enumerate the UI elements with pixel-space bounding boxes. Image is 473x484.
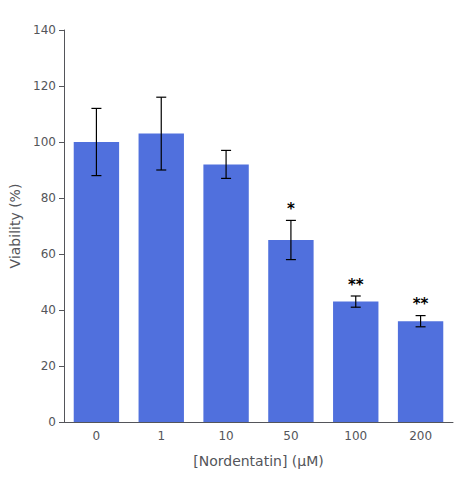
svg-text:20: 20 (41, 359, 56, 373)
svg-text:10: 10 (218, 429, 233, 443)
svg-text:120: 120 (33, 79, 56, 93)
svg-text:40: 40 (41, 303, 56, 317)
svg-text:140: 140 (33, 23, 56, 37)
svg-text:1: 1 (157, 429, 165, 443)
svg-text:Viability (%): Viability (%) (7, 184, 23, 269)
svg-text:60: 60 (41, 247, 56, 261)
svg-text:0: 0 (93, 429, 101, 443)
svg-text:100: 100 (344, 429, 367, 443)
svg-text:200: 200 (409, 429, 432, 443)
svg-text:80: 80 (41, 191, 56, 205)
svg-text:**: ** (413, 295, 429, 313)
svg-text:50: 50 (283, 429, 298, 443)
svg-text:100: 100 (33, 135, 56, 149)
svg-text:0: 0 (48, 415, 56, 429)
svg-text:**: ** (348, 276, 364, 294)
svg-text:[Nordentatin] (μM): [Nordentatin] (μM) (193, 453, 324, 469)
svg-text:*: * (287, 200, 295, 218)
